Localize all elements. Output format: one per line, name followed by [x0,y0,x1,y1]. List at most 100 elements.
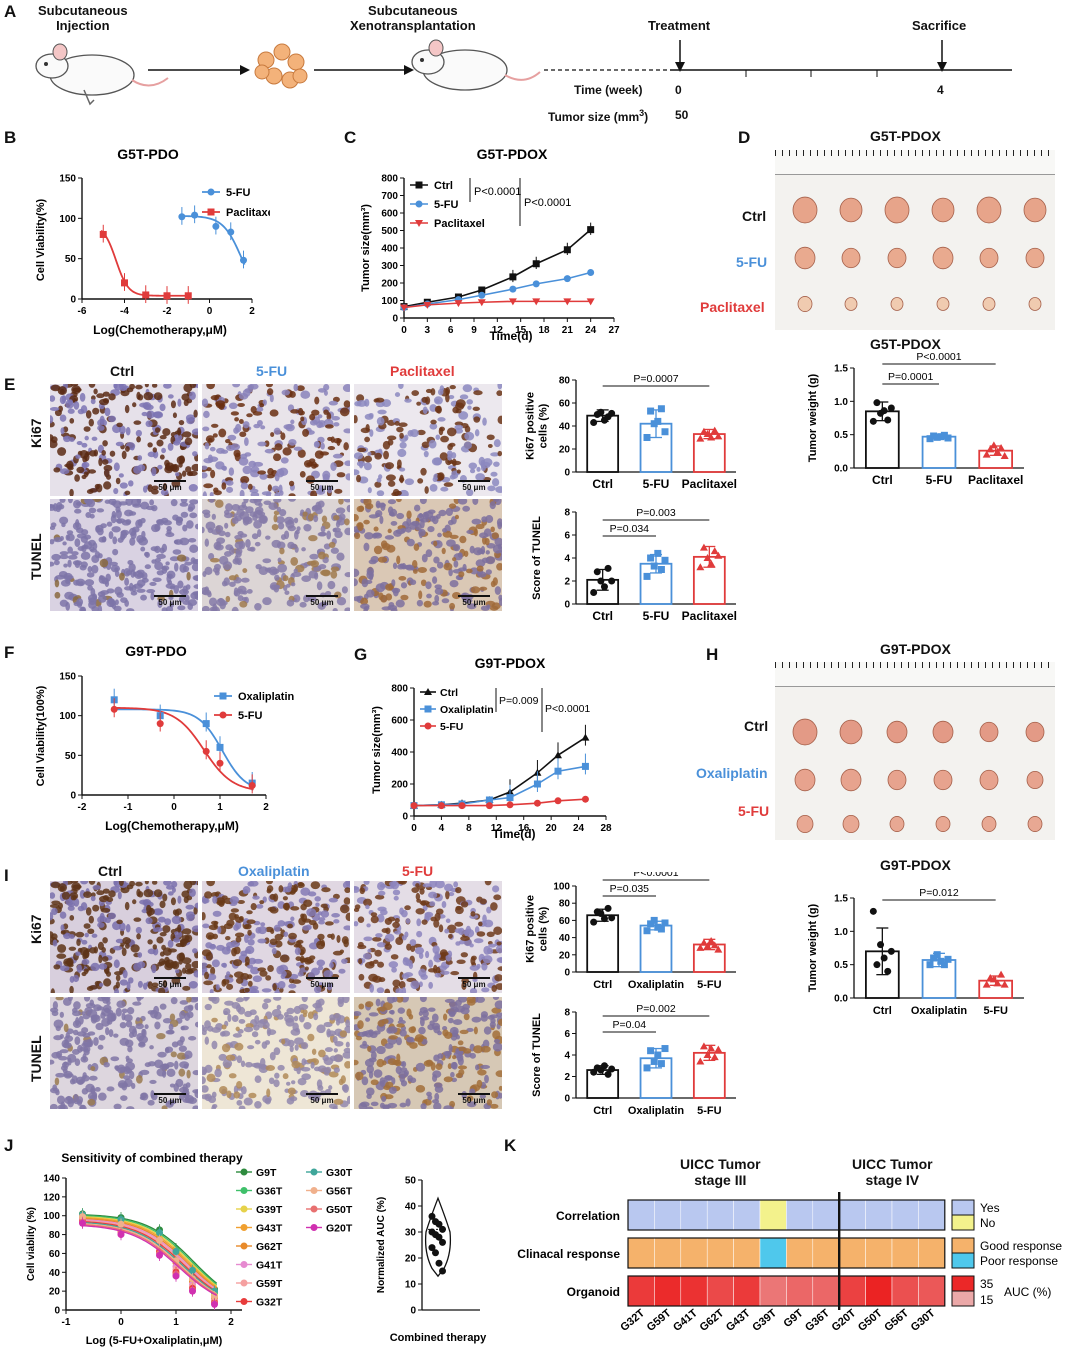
y-axis-label: cells (%) [538,906,550,951]
y-tick-label: 0 [564,468,570,479]
data-point [710,1053,719,1061]
y-tick-label: 8 [564,1008,570,1019]
data-point [944,955,952,963]
timeline-diagram [35,39,1012,106]
series-line [403,229,592,308]
heatmap-cell [733,1275,761,1307]
heatmap-cell [733,1199,761,1231]
data-point [944,434,952,442]
h-bar-title: G9T-PDOX [880,857,951,873]
legend-label: G39T [256,1204,283,1216]
legend-label: G30T [326,1167,353,1179]
x-axis-label: Log (5-FU+Oxaliplatin,μM) [86,1335,223,1347]
data-point [707,433,716,441]
micrograph-image: 50 μm [354,881,502,993]
data-point [714,945,723,953]
tumor-sample [844,297,858,311]
data-point [1000,980,1009,988]
data-point [710,547,719,555]
data-point [643,1064,651,1072]
data-point [696,563,705,571]
data-point [156,1229,163,1237]
column-label: G9T [781,1307,805,1330]
data-point [643,434,651,441]
data-point [156,720,164,728]
data-point [156,1251,163,1259]
x-tick-label: 27 [608,325,620,336]
data-point [696,434,705,442]
x-tick-label: -2 [163,306,172,317]
heatmap-cell [786,1237,814,1269]
legend-label: 15 [980,1293,994,1307]
y-axis-label: Tumor weight (g) [807,373,819,462]
tumor-sample [979,721,999,743]
tumor-sample [887,247,907,269]
column-label: G50T [856,1307,885,1334]
tumor-sample [933,769,953,791]
p-value: P=0.0007 [633,373,678,385]
data-point [600,1062,608,1070]
legend-marker [207,188,215,196]
data-point [647,407,655,415]
data-point [699,938,708,946]
series-line [82,1221,218,1293]
data-point [437,802,445,810]
y-tick-label: 500 [381,226,398,237]
i-row-tunel: TUNEL [28,1035,44,1082]
data-point [586,298,595,306]
category-label: Ctrl [593,979,612,991]
tumor-sample [886,720,908,744]
data-point [597,408,605,416]
data-point [79,1213,86,1221]
data-point [997,444,1006,451]
legend-marker [424,722,432,730]
heatmap-cell [812,1275,840,1307]
data-point [608,577,616,585]
tumor-sample [792,718,818,746]
x-tick-label: 2 [228,1317,234,1328]
data-point [982,450,991,458]
y-tick-label: 140 [43,1174,60,1185]
micrograph-image: 50 μm [202,881,350,993]
data-point [703,942,712,950]
data-point [696,1057,705,1065]
data-point [485,802,493,810]
heatmap-cell [706,1275,734,1307]
y-tick-label: 400 [391,748,408,759]
category-label: 5-FU [643,609,670,623]
legend-label: G41T [256,1260,283,1272]
y-axis-label: Cell viablity (%) [26,1207,37,1281]
i-col-oxaliplatin: Oxaliplatin [238,863,310,879]
column-label: G43T [724,1307,753,1334]
data-point [600,915,608,923]
legend-label: G36T [256,1186,283,1198]
data-point [400,304,408,312]
chart-f: G9T-PDO -2 -1 0 1 2 0 50 100 150 Cell Viability(10… [35,643,295,833]
heatmap-cell [706,1237,734,1269]
heatmap-cell [786,1199,814,1231]
y-axis-label: Cell Viability(100%) [35,685,47,786]
p-value: P=0.04 [613,1019,647,1031]
h-title: G9T-PDOX [880,641,951,657]
x-tick-label: 2 [263,802,269,813]
panel-label-a: A [4,2,17,21]
legend-label: Good response [980,1239,1062,1253]
category-label: Oxaliplatin [911,1005,968,1017]
legend-label: No [980,1216,996,1230]
data-point [940,961,948,969]
y-tick-label: 40 [559,933,571,944]
heatmap-cell [918,1275,946,1307]
tumor-size-50: 50 [675,108,689,122]
x-tick-label: 18 [538,325,550,336]
data-point [554,797,562,805]
micrograph-image: 50 μm [50,384,198,496]
data-point [600,583,608,591]
data-point [661,556,669,564]
y-tick-label: 6 [564,1029,570,1040]
x-tick-label: 0 [171,802,177,813]
e-row-tunel: TUNEL [28,533,44,580]
legend-marker [240,1168,248,1176]
data-point [202,720,210,728]
legend-label: Oxaliplatin [440,704,494,716]
legend-marker [310,1168,318,1176]
